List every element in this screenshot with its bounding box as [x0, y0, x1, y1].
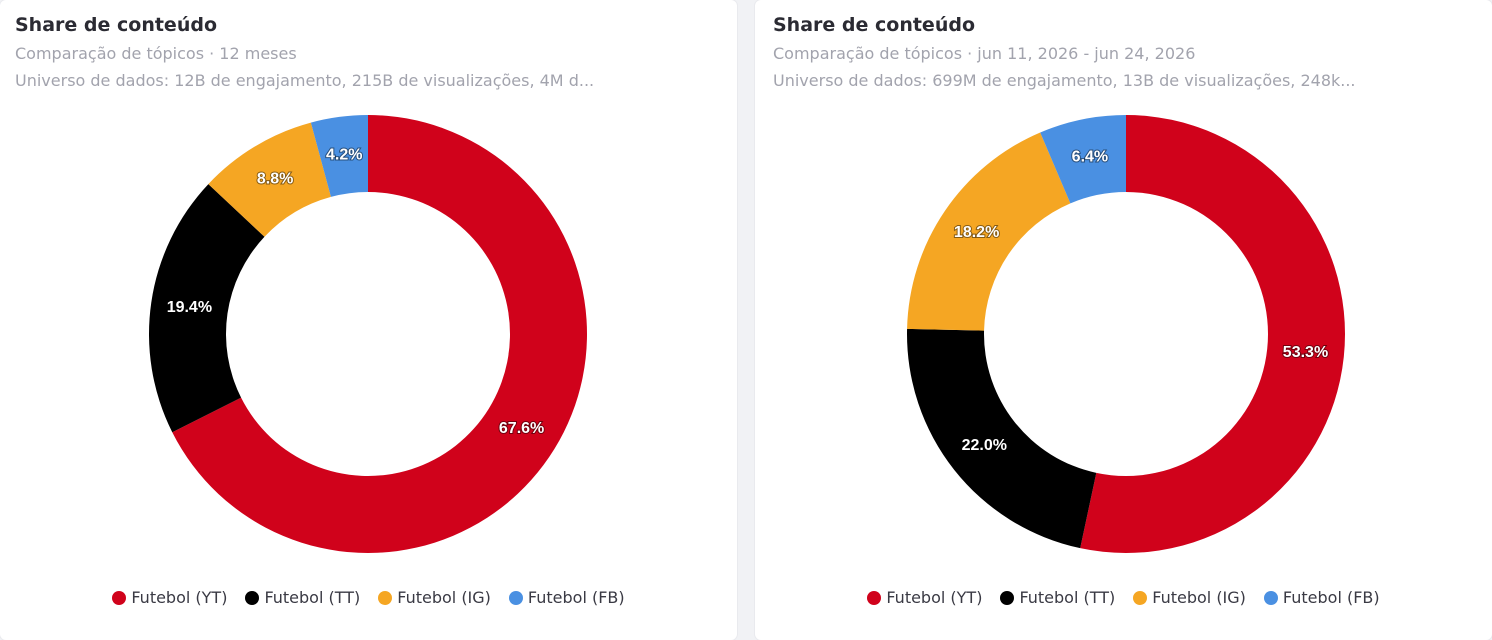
legend-label: Futebol (YT) [131, 588, 228, 607]
legend-label: Futebol (IG) [397, 588, 491, 607]
chart-subtitle: Comparação de tópicos · jun 11, 2026 - j… [773, 44, 1196, 63]
legend-swatch [1263, 590, 1278, 605]
legend-swatch [1000, 590, 1015, 605]
donut-slice-1[interactable] [172, 115, 588, 553]
legend-swatch [1133, 590, 1148, 605]
donut-slice-4[interactable] [1040, 115, 1126, 204]
legend-label: Futebol (YT) [886, 588, 983, 607]
legend-swatch [867, 590, 882, 605]
legend-item[interactable]: Futebol (IG) [378, 588, 491, 607]
donut-slice-3[interactable] [208, 122, 331, 237]
slice-data-label: 22.0% [962, 437, 1007, 454]
chart-card-right: Share de conteúdo Comparação de tópicos … [755, 0, 1492, 640]
legend-item[interactable]: Futebol (YT) [112, 588, 227, 607]
chart-card-left: Share de conteúdo Comparação de tópicos … [0, 0, 737, 640]
legend-swatch [378, 590, 393, 605]
chart-subtitle: Comparação de tópicos · 12 meses [15, 44, 297, 63]
slice-data-label: 4.2% [326, 146, 362, 163]
chart-legend: Futebol (YT) Futebol (TT) Futebol (IG) Fute… [755, 588, 1492, 607]
slice-data-label: 67.6% [499, 420, 544, 437]
legend-item[interactable]: Futebol (FB) [1263, 588, 1380, 607]
donut-slice-4[interactable] [310, 115, 368, 197]
chart-legend: Futebol (YT) Futebol (TT) Futebol (IG) Fute… [0, 588, 737, 607]
slice-data-label: 8.8% [257, 170, 293, 187]
legend-item[interactable]: Futebol (IG) [1133, 588, 1246, 607]
donut-slice-3[interactable] [907, 132, 1071, 331]
slice-data-label: 6.4% [1072, 148, 1108, 165]
legend-label: Futebol (FB) [1282, 588, 1380, 607]
legend-label: Futebol (IG) [1152, 588, 1246, 607]
legend-label: Futebol (TT) [1019, 588, 1116, 607]
chart-title: Share de conteúdo [15, 14, 217, 36]
donut-chart: 67.6% 19.4% 8.8% 4.2% [148, 115, 588, 553]
slice-data-label: 18.2% [954, 224, 999, 241]
legend-item[interactable]: Futebol (TT) [1000, 588, 1115, 607]
legend-swatch [112, 590, 127, 605]
slice-data-label: 19.4% [167, 299, 212, 316]
chart-title: Share de conteúdo [773, 14, 975, 36]
donut-chart: 53.3% 22.0% 18.2% 6.4% [907, 115, 1345, 553]
legend-label: Futebol (TT) [264, 588, 361, 607]
donut-slice-2[interactable] [148, 184, 265, 433]
donut-slice-2[interactable] [907, 328, 1097, 549]
data-universe-text: Universo de dados: 12B de engajamento, 2… [15, 71, 595, 90]
legend-swatch [245, 590, 260, 605]
legend-label: Futebol (FB) [527, 588, 625, 607]
donut-slice-1[interactable] [1080, 115, 1345, 553]
slice-data-label: 53.3% [1283, 344, 1328, 361]
legend-item[interactable]: Futebol (TT) [245, 588, 360, 607]
legend-swatch [508, 590, 523, 605]
legend-item[interactable]: Futebol (FB) [508, 588, 625, 607]
data-universe-text: Universo de dados: 699M de engajamento, … [773, 71, 1356, 90]
legend-item[interactable]: Futebol (YT) [867, 588, 982, 607]
